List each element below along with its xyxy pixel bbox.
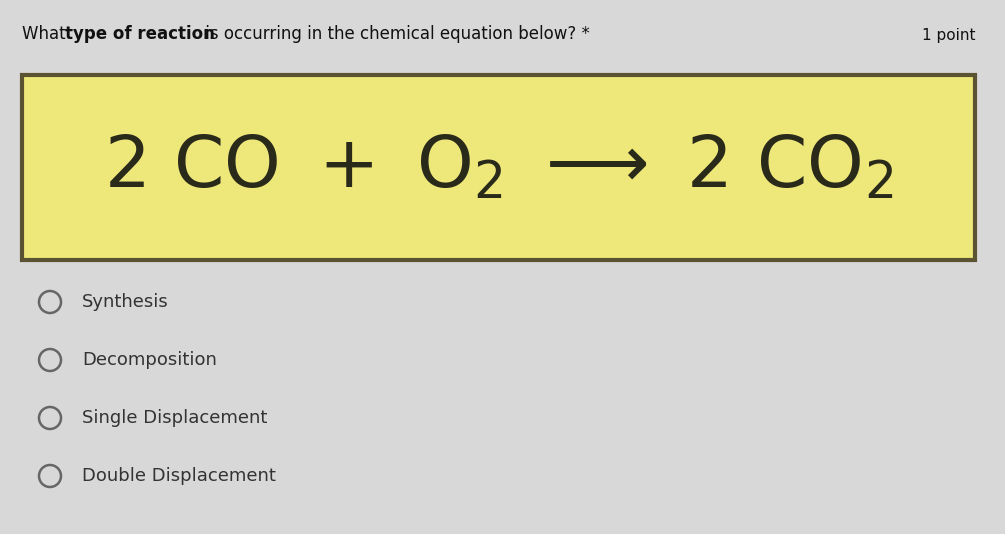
Bar — [22, 75, 975, 260]
Text: Synthesis: Synthesis — [82, 293, 169, 311]
Text: What: What — [22, 25, 71, 43]
Text: is occurring in the chemical equation below? *: is occurring in the chemical equation be… — [200, 25, 590, 43]
Text: type of reaction: type of reaction — [65, 25, 215, 43]
Text: Single Displacement: Single Displacement — [82, 409, 267, 427]
Text: Decomposition: Decomposition — [82, 351, 217, 369]
Text: 1 point: 1 point — [922, 28, 975, 43]
Text: $\mathdefault{2\ CO\ +\ O_2\ }$$\longrightarrow$$\mathdefault{\ 2\ CO_2}$: $\mathdefault{2\ CO\ +\ O_2\ }$$\longrig… — [104, 133, 893, 202]
Text: Double Displacement: Double Displacement — [82, 467, 276, 485]
